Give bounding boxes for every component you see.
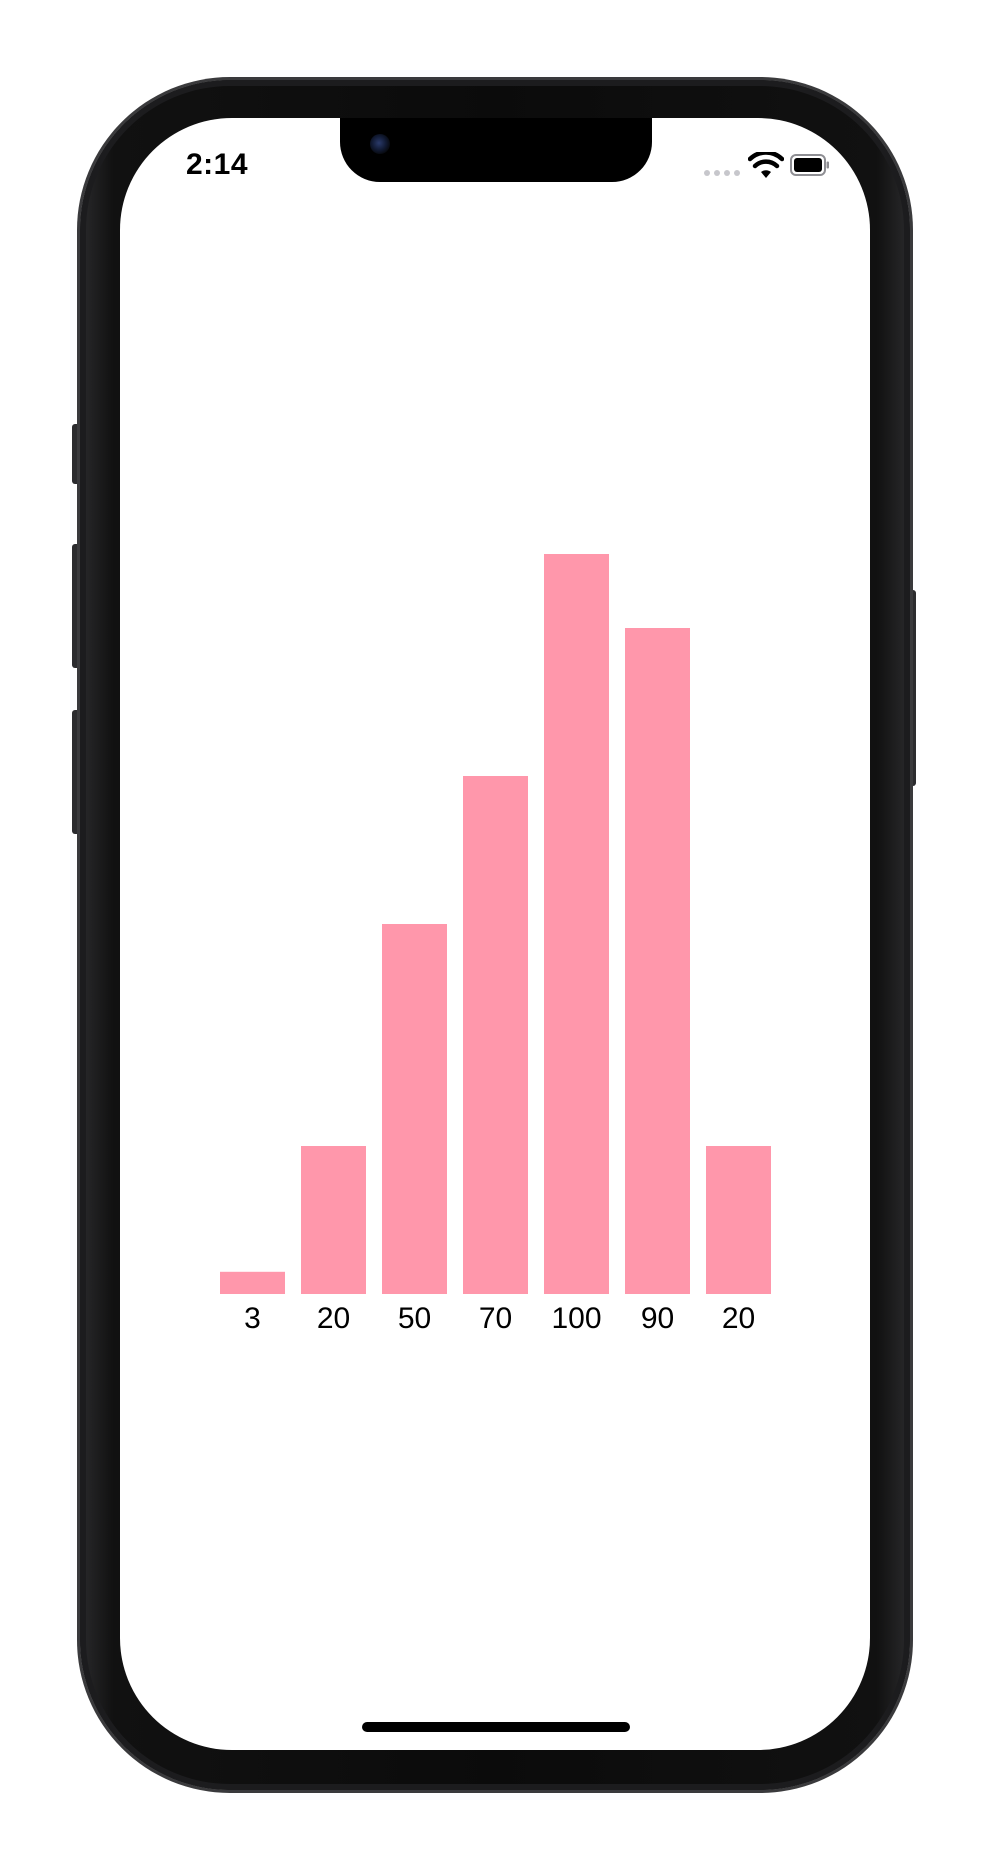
bar-label-3: 70 xyxy=(479,1302,512,1335)
battery-icon xyxy=(790,154,829,176)
bar-2 xyxy=(382,924,447,1294)
bar-6 xyxy=(706,1146,771,1294)
bar-1 xyxy=(301,1146,366,1294)
bar-label-6: 20 xyxy=(722,1302,755,1335)
bar-label-5: 90 xyxy=(641,1302,674,1335)
bar-label-1: 20 xyxy=(317,1302,350,1335)
bar-5 xyxy=(625,628,690,1294)
status-time: 2:14 xyxy=(186,148,249,181)
bar-label-2: 50 xyxy=(398,1302,431,1335)
bar-chart: 3 20 50 70 100 90 20 xyxy=(220,554,771,1335)
front-camera-icon xyxy=(370,134,390,154)
cellular-signal-icon xyxy=(704,170,740,176)
bar-0 xyxy=(220,1271,285,1294)
power-button xyxy=(908,590,916,786)
bar-3 xyxy=(463,776,528,1294)
volume-down-button xyxy=(72,710,80,834)
phone-screen: 3 20 50 70 100 90 20 2:14 xyxy=(120,118,870,1750)
bar-label-4: 100 xyxy=(551,1302,601,1335)
volume-up-button xyxy=(72,544,80,668)
notch xyxy=(340,118,652,182)
home-indicator[interactable] xyxy=(362,1722,630,1732)
mute-switch xyxy=(72,424,80,484)
wifi-icon xyxy=(748,152,784,178)
bar-4 xyxy=(544,554,609,1294)
bar-label-0: 3 xyxy=(244,1302,261,1335)
